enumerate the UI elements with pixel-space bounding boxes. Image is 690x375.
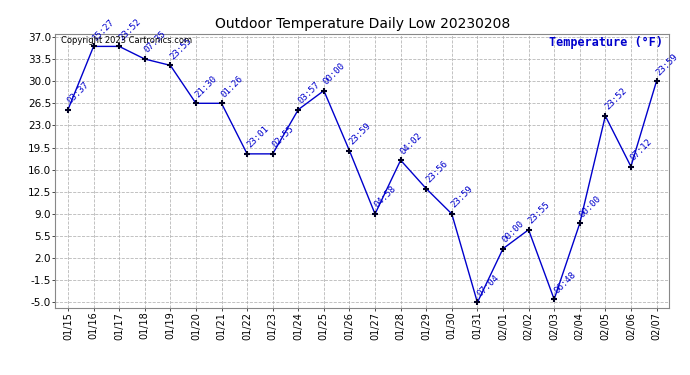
Text: Temperature (°F): Temperature (°F) <box>549 36 663 50</box>
Text: 23:55: 23:55 <box>168 36 193 61</box>
Text: 23:56: 23:56 <box>424 159 449 184</box>
Text: 23:52: 23:52 <box>603 86 629 112</box>
Text: 23:59: 23:59 <box>450 184 475 210</box>
Text: 07:12: 07:12 <box>629 137 654 162</box>
Text: 02:55: 02:55 <box>270 124 296 150</box>
Text: Copyright 2023 Cartronics.com: Copyright 2023 Cartronics.com <box>61 36 193 45</box>
Text: 00:00: 00:00 <box>501 219 526 245</box>
Text: 15:27: 15:27 <box>91 17 117 42</box>
Text: 21:30: 21:30 <box>194 74 219 99</box>
Text: 07:35: 07:35 <box>143 30 168 55</box>
Text: 23:55: 23:55 <box>526 200 552 226</box>
Text: 03:57: 03:57 <box>296 80 322 105</box>
Text: 07:04: 07:04 <box>475 273 500 298</box>
Text: 01:26: 01:26 <box>219 74 245 99</box>
Text: 04:58: 04:58 <box>373 184 398 210</box>
Text: 23:52: 23:52 <box>117 17 142 42</box>
Text: 00:00: 00:00 <box>322 61 347 87</box>
Text: 00:00: 00:00 <box>578 194 603 219</box>
Text: 23:01: 23:01 <box>245 124 270 150</box>
Text: 03:37: 03:37 <box>66 80 91 105</box>
Text: 04:02: 04:02 <box>398 130 424 156</box>
Text: 23:59: 23:59 <box>347 121 373 147</box>
Title: Outdoor Temperature Daily Low 20230208: Outdoor Temperature Daily Low 20230208 <box>215 17 510 31</box>
Text: 06:48: 06:48 <box>552 270 578 295</box>
Text: 23:59: 23:59 <box>654 52 680 77</box>
